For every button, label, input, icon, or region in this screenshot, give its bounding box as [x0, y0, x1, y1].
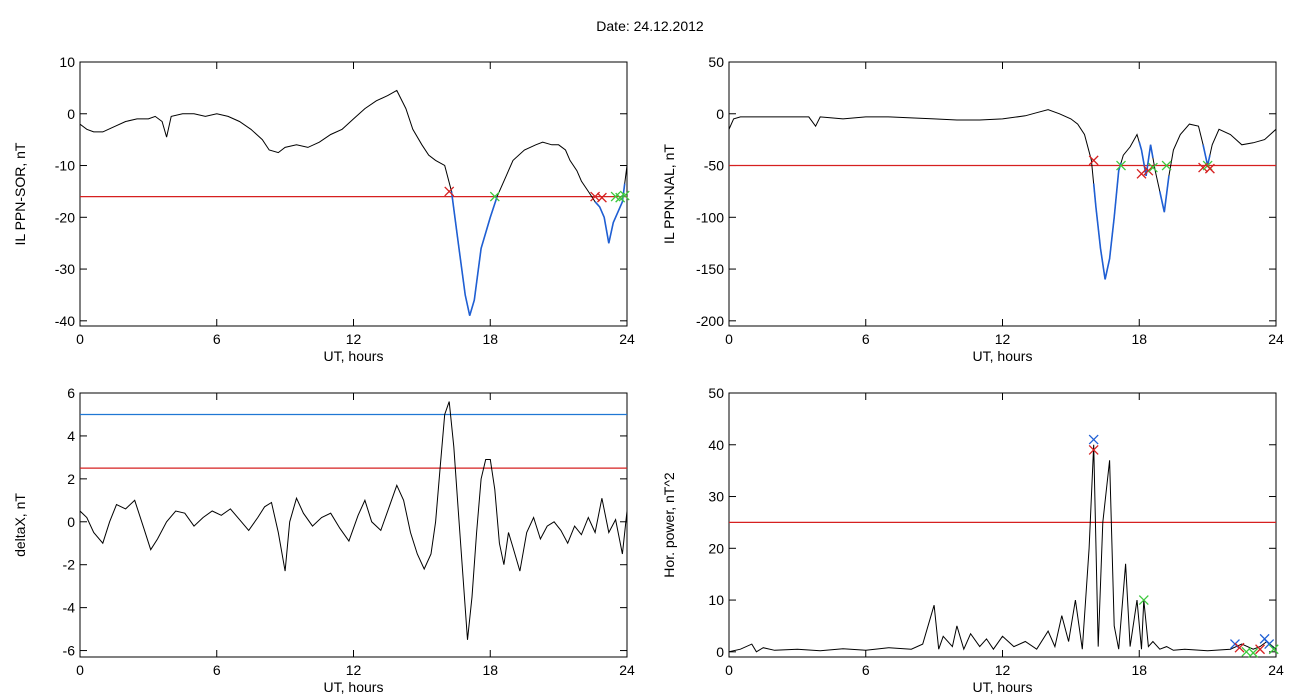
marker-green — [1116, 160, 1126, 171]
x-tick-label: 6 — [862, 331, 870, 347]
x-tick-label: 6 — [862, 662, 870, 678]
marker-red — [1136, 168, 1147, 179]
highlight-segment — [1159, 175, 1170, 213]
x-axis-label: UT, hours — [973, 679, 1033, 695]
highlight-segment — [594, 183, 626, 244]
marker-green — [1248, 647, 1259, 658]
y-axis-label: IL PPN-NAL, nT — [661, 144, 677, 244]
panel-il-ppn-sor: 0 6 12 18 24 -40 -30 -20 -10 0 10 UT, hours IL PPN-S… — [12, 54, 635, 364]
marker-red — [1088, 155, 1099, 166]
y-tick-label: -30 — [55, 261, 75, 277]
y-tick-label: -6 — [63, 643, 76, 659]
page-title: Date: 24.12.2012 — [596, 18, 704, 34]
y-tick-label: 20 — [708, 540, 724, 556]
y-tick-label: -10 — [55, 158, 75, 174]
x-tick-label: 12 — [346, 662, 362, 678]
y-tick-label: 10 — [708, 592, 724, 608]
y-tick-label: 0 — [716, 106, 724, 122]
plot-frame — [79, 61, 628, 327]
y-tick-label: 40 — [708, 437, 724, 453]
y-tick-label: 6 — [67, 385, 75, 401]
y-tick-label: 10 — [59, 54, 75, 70]
marker-red — [1255, 644, 1266, 655]
y-tick-label: -50 — [704, 158, 724, 174]
y-tick-label: 0 — [67, 106, 75, 122]
marker-green — [1138, 595, 1149, 606]
y-axis-label: IL PPN-SOR, nT — [12, 142, 28, 245]
marker-red — [1143, 165, 1154, 176]
highlight-segment — [450, 191, 498, 316]
x-axis-label: UT, hours — [973, 348, 1033, 364]
x-tick-label: 12 — [995, 331, 1011, 347]
marker-red — [596, 192, 607, 203]
y-tick-label: -200 — [696, 313, 724, 329]
plot-frame — [728, 61, 1277, 327]
marker-green — [489, 191, 500, 202]
x-tick-label: 24 — [1268, 331, 1284, 347]
marker-green — [1268, 644, 1279, 655]
marker-red — [1088, 444, 1099, 455]
x-tick-label: 18 — [1131, 662, 1147, 678]
x-tick-label: 12 — [346, 331, 362, 347]
x-tick-label: 18 — [1131, 331, 1147, 347]
y-tick-label: -150 — [696, 261, 724, 277]
x-tick-label: 12 — [995, 662, 1011, 678]
y-axis-label: Hor. power, nT^2 — [661, 472, 677, 578]
marker-red — [1234, 642, 1245, 653]
x-tick-label: 0 — [76, 662, 84, 678]
y-tick-label: 0 — [67, 514, 75, 530]
x-tick-label: 0 — [725, 331, 733, 347]
y-axis-label: deltaX, nT — [12, 493, 28, 557]
plot-frame — [79, 392, 628, 658]
plot-frame — [728, 392, 1277, 658]
y-tick-label: 50 — [708, 54, 724, 70]
marker-red — [444, 186, 455, 197]
data-line — [80, 401, 627, 640]
y-tick-label: 30 — [708, 489, 724, 505]
marker-green — [619, 190, 630, 201]
x-tick-label: 6 — [213, 331, 221, 347]
panel-il-ppn-nal: 0 6 12 18 24 -200 -150 -100 -50 0 50 UT, hours IL PP… — [661, 54, 1284, 364]
y-tick-label: -20 — [55, 209, 75, 225]
marker-green — [1161, 160, 1172, 171]
x-axis-label: UT, hours — [324, 679, 384, 695]
y-tick-label: 4 — [67, 428, 75, 444]
x-axis-label: UT, hours — [324, 348, 384, 364]
y-tick-label: -40 — [55, 313, 75, 329]
y-tick-label: -100 — [696, 209, 724, 225]
x-tick-label: 0 — [725, 662, 733, 678]
marker-red — [1204, 163, 1215, 174]
marker-blue — [1230, 639, 1240, 650]
data-line — [729, 444, 1276, 653]
x-tick-label: 24 — [619, 331, 635, 347]
y-tick-label: 50 — [708, 385, 724, 401]
x-tick-label: 24 — [1268, 662, 1284, 678]
x-tick-label: 6 — [213, 662, 221, 678]
y-tick-label: 2 — [67, 471, 75, 487]
marker-green — [1147, 162, 1158, 173]
data-line — [80, 89, 627, 316]
data-line — [729, 109, 1276, 280]
y-tick-label: 0 — [716, 644, 724, 660]
y-tick-label: -2 — [63, 557, 76, 573]
x-tick-label: 24 — [619, 662, 635, 678]
x-tick-label: 18 — [482, 662, 498, 678]
x-tick-label: 0 — [76, 331, 84, 347]
marker-blue — [1088, 434, 1099, 445]
highlight-segment — [1138, 141, 1154, 177]
panel-hor-power: 0 6 12 18 24 0 10 20 30 40 50 UT, hours Hor. power, … — [661, 385, 1284, 695]
x-tick-label: 18 — [482, 331, 498, 347]
highlight-segment — [1092, 162, 1122, 280]
y-tick-label: -4 — [63, 600, 76, 616]
